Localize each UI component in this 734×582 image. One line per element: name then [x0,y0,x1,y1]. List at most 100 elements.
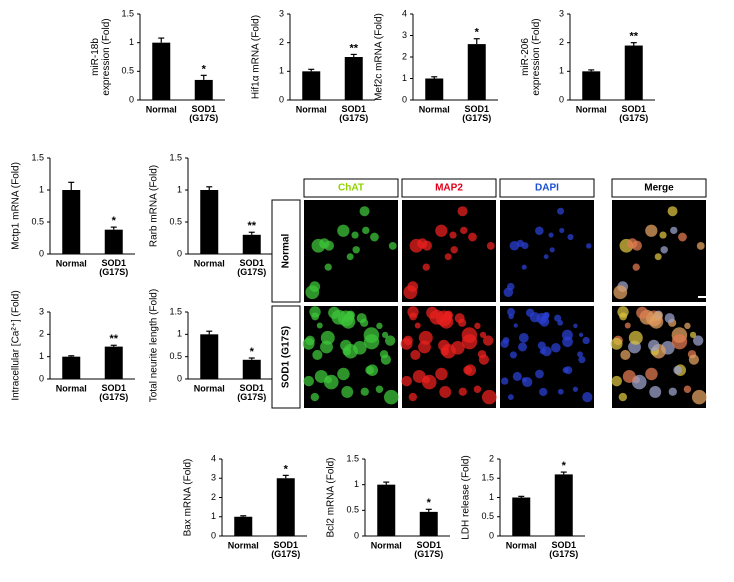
cell [628,330,643,345]
cell [620,349,631,361]
cell [473,385,482,393]
cell [337,367,350,381]
y-tick-label: 3 [559,8,564,18]
cell [516,239,524,248]
cell [508,313,514,320]
cell [460,226,468,235]
cell [507,394,514,401]
cell [351,231,359,239]
cell [632,263,640,271]
bar [467,44,486,100]
bar [344,57,363,100]
column-header-box [499,178,595,198]
cell [341,386,354,398]
cell [356,313,367,324]
cell [401,375,412,387]
cell [509,351,517,359]
cell [319,238,330,249]
cell [578,332,584,338]
cell [551,343,561,353]
y-tick-label: 3 [402,30,407,40]
cell [572,386,579,392]
cell [370,232,379,242]
y-tick-label: 2 [279,37,284,47]
y-tick-label: 0 [39,373,44,383]
y-tick-label: 1 [559,66,564,76]
cell [659,231,667,239]
bar [104,346,123,379]
x-tick-label: Normal [228,540,259,550]
cell [537,341,546,350]
cell [577,351,583,358]
cell [559,227,565,233]
cell [573,323,578,329]
bar [62,356,81,379]
cell [582,392,593,403]
cell [482,335,494,346]
y-tick-label: 0 [354,530,359,540]
y-tick-label: 2 [402,51,407,61]
significance: ** [109,333,118,345]
y-tick-label: 0 [129,94,134,104]
y-tick-label: 0.5 [169,351,182,361]
cell [660,246,668,254]
cell [418,330,433,345]
row-label: Normal [281,234,292,269]
bar [512,497,531,536]
cell [507,307,516,316]
cell [542,312,550,320]
y-tick-label: 1 [279,66,284,76]
cell [522,376,533,388]
cell [539,316,550,327]
cell [438,339,450,352]
cell [474,322,481,330]
y-axis-title: Total neurite length (Fold) [149,289,160,402]
y-tick-label: 3 [279,8,284,18]
cell [345,311,355,321]
x-tick-label: SOD1 (G17S) [619,104,648,123]
cell [340,339,352,352]
cell [664,313,675,324]
cell [627,238,638,249]
cell [539,387,548,397]
cell [458,387,467,396]
cell [654,253,662,261]
cell [312,349,323,361]
y-axis-title: Intracellular [Ca²⁺] (Fold) [11,290,22,400]
cell [450,246,458,254]
y-tick-label: 0.5 [121,66,134,76]
y-axis-title: Bcl2 mRNA (Fold) [326,457,337,537]
significance: ** [629,31,638,43]
significance: * [112,215,117,227]
cell [696,241,705,250]
column-header-box [303,178,399,198]
cell [381,331,389,338]
bar [302,71,321,100]
x-tick-label: Normal [194,383,225,393]
cell [586,243,592,249]
cell [649,386,662,398]
significance: * [284,463,289,475]
y-tick-label: 1 [211,511,216,521]
cell [631,374,647,390]
cell [443,311,453,321]
y-tick-label: 1.5 [169,152,182,162]
cell [667,206,678,217]
x-tick-label: Normal [296,104,327,114]
y-tick-label: 1 [402,73,407,83]
cell [653,311,663,321]
cell [388,241,397,250]
cell [689,331,697,338]
cell [365,365,374,375]
y-axis-title: Mef2c mRNA (Fold) [374,13,385,101]
y-tick-label: 0 [39,248,44,258]
cell [412,369,426,383]
significance: * [427,497,432,509]
cell [578,356,586,364]
y-axis-title: miR-206expression (Fold) [520,18,542,95]
y-tick-label: 0 [177,373,182,383]
cell [403,285,418,300]
cell [320,330,335,345]
significance: ** [349,42,358,54]
